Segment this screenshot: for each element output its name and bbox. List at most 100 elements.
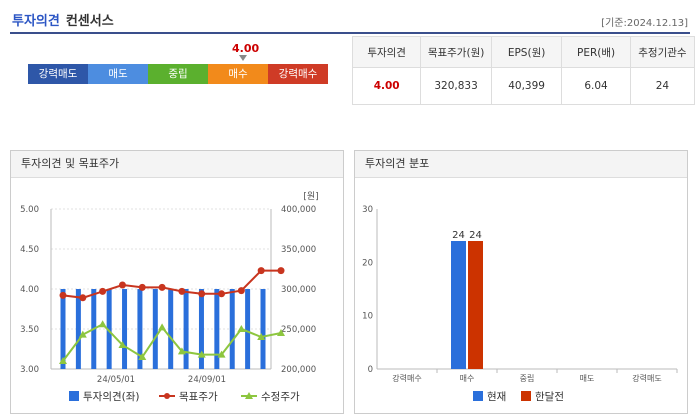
value-analyst-count: 24 xyxy=(629,67,695,105)
y-tick-label: 0 xyxy=(368,365,373,375)
target-price-point xyxy=(59,291,67,299)
adjusted-price-point xyxy=(257,333,266,340)
title-opinion: 투자의견 xyxy=(12,14,60,29)
legend-month-ago-label: 한달전 xyxy=(535,391,564,403)
legend-current-label: 현재 xyxy=(487,391,506,403)
value-per: 6.04 xyxy=(561,67,631,105)
header-analyst-count: 추정기관수 xyxy=(629,36,695,68)
opinion-bar xyxy=(260,289,266,369)
target-price-point xyxy=(198,290,206,298)
target-price-point xyxy=(237,287,245,295)
adjusted-price-point xyxy=(217,350,226,358)
opinion-bar xyxy=(214,289,220,369)
scale-sell: 매도 xyxy=(88,64,148,84)
opinion-target-chart-panel: 투자의견 및 목표주가 [원] 5.00 4.50 4.00 3.50 3.00 400,0… xyxy=(10,150,344,414)
section-header: 투자의견 컨센서스 [기준:2024.12.13] xyxy=(10,6,690,34)
legend-opinion-label: 투자의견(좌) xyxy=(83,391,140,403)
opinion-bar xyxy=(60,289,66,369)
y-right-tick-label: 400,000 xyxy=(281,205,316,215)
y-tick-label: 20 xyxy=(362,258,373,268)
target-price-point xyxy=(158,283,166,291)
target-price-point xyxy=(118,281,126,289)
right-panel-title: 투자의견 분포 xyxy=(355,151,687,178)
scale-hold: 중립 xyxy=(148,64,208,84)
x-category-label: 강력매수 xyxy=(392,373,421,383)
y-tick-label: 10 xyxy=(362,312,373,322)
opinion-bar xyxy=(245,289,251,369)
value-target-price: 320,833 xyxy=(420,67,492,105)
value-opinion: 4.00 xyxy=(351,67,422,105)
y-left-tick-label: 4.50 xyxy=(20,245,39,255)
title-consensus: 컨센서스 xyxy=(65,14,114,29)
unit-label: [원] xyxy=(303,191,318,202)
y-right-tick-label: 200,000 xyxy=(281,365,316,375)
opinion-bar xyxy=(152,289,158,369)
legend-target-label: 목표주가 xyxy=(179,391,218,403)
legend-opinion-swatch xyxy=(69,391,79,401)
adjusted-price-point xyxy=(177,347,186,355)
header-opinion: 투자의견 xyxy=(351,36,422,68)
legend-adjusted-label: 수정주가 xyxy=(261,391,300,403)
opinion-marker-icon xyxy=(239,55,247,61)
x-category-label: 매도 xyxy=(580,374,595,383)
summary-table: 투자의견 목표주가(원) EPS(원) PER(배) 추정기관수 4.00 32… xyxy=(351,36,695,105)
target-price-point xyxy=(138,283,146,291)
y-left-tick-label: 3.00 xyxy=(20,365,39,375)
reference-date: [기준:2024.12.13] xyxy=(601,18,688,29)
legend-adjusted-marker xyxy=(245,392,253,399)
opinion-target-chart: [원] 5.00 4.50 4.00 3.50 3.00 400,000 350,000 300… xyxy=(20,191,319,403)
opinion-bar xyxy=(137,289,143,369)
opinion-scale-box: 4.00 강력매도 매도 중립 매수 강력매수 xyxy=(10,35,350,101)
summary-header-row: 투자의견 목표주가(원) EPS(원) PER(배) 추정기관수 xyxy=(351,36,695,68)
target-price-point xyxy=(99,287,107,295)
adjusted-price-point xyxy=(138,353,147,360)
opinion-bar xyxy=(168,289,174,369)
x-category-label: 중립 xyxy=(520,374,535,383)
value-eps: 40,399 xyxy=(490,67,563,105)
page-title: 투자의견 컨센서스 xyxy=(12,10,114,29)
header-eps: EPS(원) xyxy=(490,36,563,68)
header-target-price: 목표주가(원) xyxy=(420,36,492,68)
y-right-tick-label: 350,000 xyxy=(281,245,316,255)
adjusted-price-point xyxy=(277,329,285,336)
legend-target-marker xyxy=(164,393,170,399)
distribution-bar xyxy=(468,241,483,369)
opinion-distribution-chart: 30 20 10 0 강력매수 매수 중립 매도 강력매도 24 24 현재 한달전 xyxy=(362,205,678,403)
y-right-tick-label: 250,000 xyxy=(281,325,316,335)
distribution-bar xyxy=(451,241,466,369)
y-left-tick-label: 4.00 xyxy=(20,285,39,295)
adjusted-price-point xyxy=(59,357,67,364)
target-price-point xyxy=(79,294,87,302)
x-tick-label: 24/05/01 xyxy=(97,375,135,385)
y-left-tick-label: 5.00 xyxy=(20,205,39,215)
x-tick-label: 24/09/01 xyxy=(188,375,226,385)
target-price-point xyxy=(178,287,186,295)
legend-current-swatch xyxy=(473,391,483,401)
opinion-bar xyxy=(183,289,189,369)
adjusted-price-point xyxy=(197,350,206,358)
opinion-scale-bar: 강력매도 매도 중립 매수 강력매수 xyxy=(28,64,328,84)
opinion-bar xyxy=(75,289,81,369)
adjusted-price-line xyxy=(62,322,282,362)
current-opinion-value: 4.00 xyxy=(232,42,260,55)
scale-strong-buy: 강력매수 xyxy=(268,64,328,84)
bar-data-label: 24 xyxy=(469,230,482,241)
summary-value-row: 4.00 320,833 40,399 6.04 24 xyxy=(351,67,695,105)
target-price-point xyxy=(277,267,285,275)
adjusted-price-point xyxy=(118,341,127,348)
scale-strong-sell: 강력매도 xyxy=(28,64,88,84)
target-price-point xyxy=(218,290,226,298)
target-price-point xyxy=(257,267,265,275)
x-category-label: 강력매도 xyxy=(632,373,661,383)
y-left-tick-label: 3.50 xyxy=(20,325,39,335)
opinion-bar xyxy=(229,289,235,369)
y-right-tick-label: 300,000 xyxy=(281,285,316,295)
opinion-distribution-panel: 투자의견 분포 30 20 10 0 강력매수 매수 중립 매도 강력매도 24 24 현재 한달전 xyxy=(354,150,688,414)
bar-data-label: 24 xyxy=(452,230,465,241)
left-panel-title: 투자의견 및 목표주가 xyxy=(11,151,343,178)
x-category-label: 매수 xyxy=(460,374,475,383)
scale-buy: 매수 xyxy=(208,64,268,84)
adjusted-price-point xyxy=(78,330,87,338)
opinion-bar xyxy=(198,289,204,369)
opinion-bar xyxy=(106,289,112,369)
